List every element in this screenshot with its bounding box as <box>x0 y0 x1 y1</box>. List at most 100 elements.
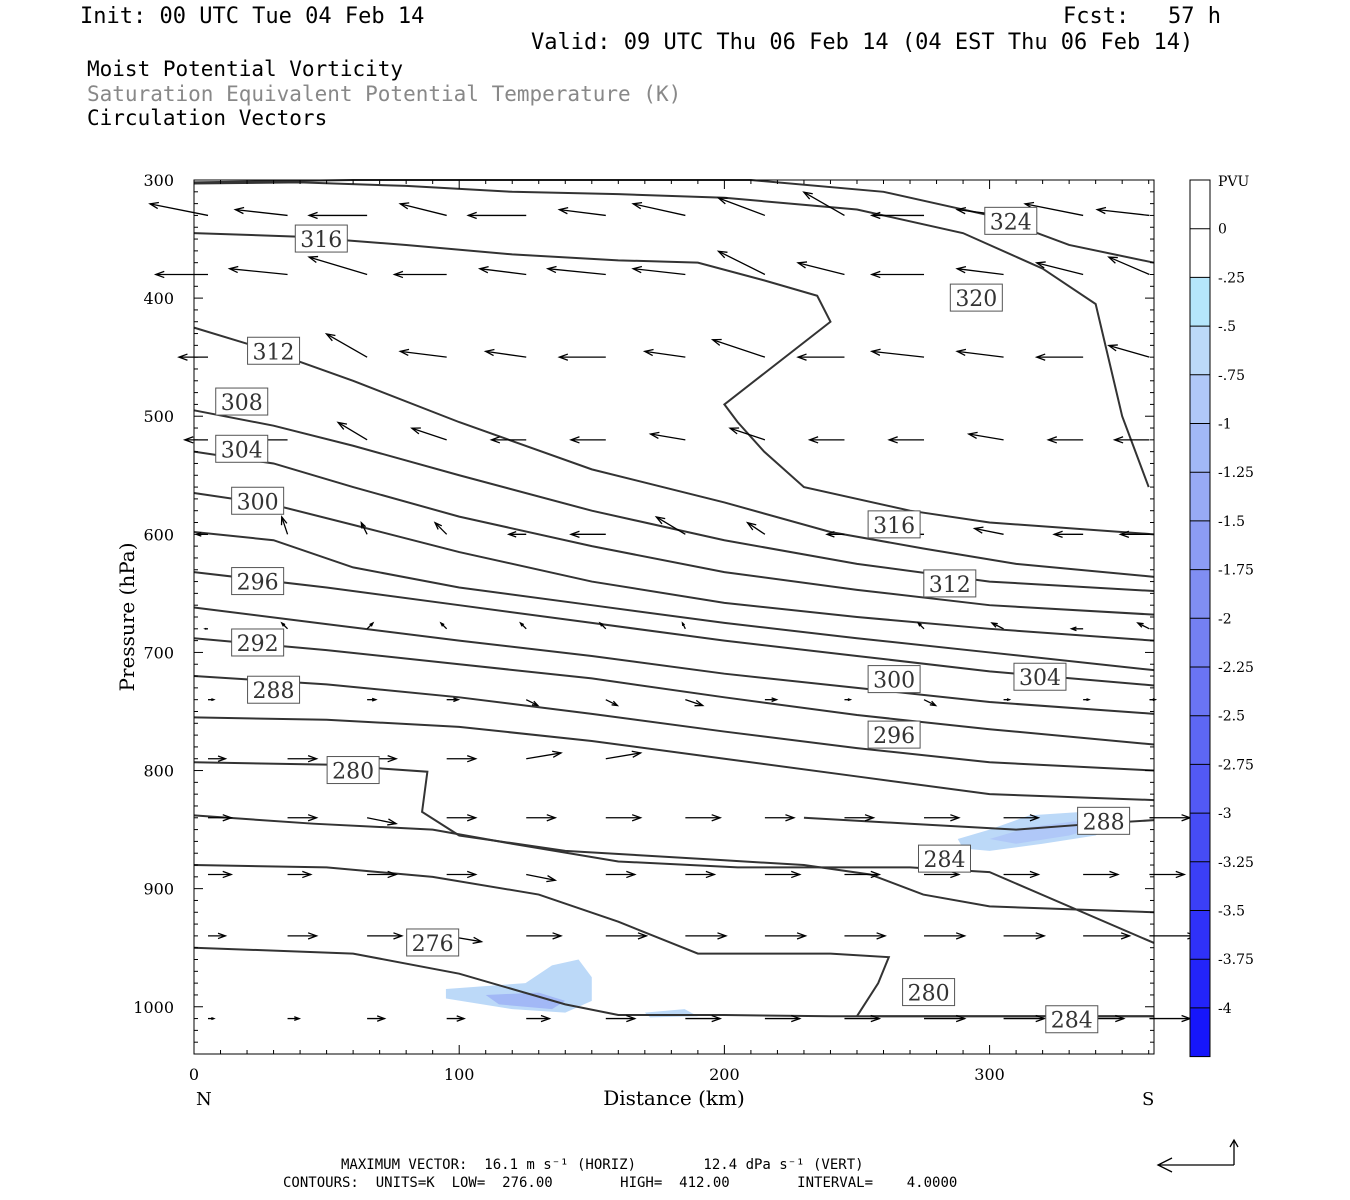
vector-arrowhead <box>466 870 478 879</box>
contour-label-box <box>1077 806 1131 835</box>
vector-arrowhead <box>705 870 717 879</box>
vector-arrowhead <box>716 250 728 259</box>
contour-label-box <box>326 756 380 785</box>
contour-info: CONTOURS: UNITS=K LOW= 276.00 HIGH= 412.… <box>283 1175 958 1191</box>
field-title-vectors: Circulation Vectors <box>87 106 328 130</box>
theta-contour-316 <box>193 491 1155 642</box>
circulation-vector <box>400 203 447 217</box>
contour-label-box <box>247 675 301 704</box>
circulation-vector <box>1137 622 1150 630</box>
vector-arrowhead <box>466 814 478 822</box>
vector-arrowhead <box>869 348 881 356</box>
circulation-vector <box>957 350 1004 358</box>
contour-label-box <box>949 283 1003 312</box>
colorbar-label: -3 <box>1218 806 1232 822</box>
vector-arrowhead <box>569 436 580 444</box>
contour-label: 312 <box>253 340 295 365</box>
vector-arrowhead <box>557 206 569 215</box>
vector-arrowhead <box>955 932 967 940</box>
circulation-vector <box>235 208 288 217</box>
vector-arrowhead <box>294 1016 302 1021</box>
contour-label: 308 <box>221 391 263 416</box>
colorbar-label: -.5 <box>1218 319 1236 335</box>
vector-arrowhead <box>307 932 319 940</box>
vector-arrowhead <box>546 875 558 883</box>
vector-arrowhead <box>233 206 245 215</box>
vector-arrowhead <box>217 932 228 940</box>
circulation-vector <box>485 350 527 358</box>
contour-label: 316 <box>873 514 915 539</box>
vector-arrowhead <box>376 1015 387 1022</box>
circulation-vector <box>644 350 686 358</box>
vector-arrowhead <box>631 265 643 274</box>
vector-arrowhead <box>785 814 796 822</box>
vector-arrowhead <box>307 255 319 263</box>
pv-shading-layer <box>445 811 1123 1018</box>
vector-arrowhead <box>648 431 660 440</box>
colorbar-swatch <box>1190 1007 1210 1057</box>
contour-label: 316 <box>300 228 342 253</box>
vector-arrowhead <box>950 814 961 822</box>
contour-label: 296 <box>237 571 279 596</box>
theta-contour-292 <box>193 716 1155 802</box>
colorbar-swatch <box>1190 667 1210 716</box>
vector-arrowhead <box>1107 344 1118 352</box>
vector-arrowhead <box>466 755 478 763</box>
circulation-vector <box>1036 262 1084 276</box>
axes-layer: 300 400 500 600 700 800 900 1000 0 100 200 300 <box>133 171 1154 1084</box>
contour-label-box <box>1013 662 1067 691</box>
contour-label-layer: 324 316 320 312 308 304 300 316 296 312 292 304 300 2… <box>215 206 1131 1034</box>
contour-label-box <box>247 336 301 365</box>
vector-arrowhead <box>569 530 580 539</box>
circulation-vector <box>411 427 447 441</box>
vector-arrowhead <box>203 627 207 630</box>
vector-arrowhead <box>324 333 336 342</box>
vector-arrowhead <box>887 436 898 444</box>
circulation-vector <box>1108 344 1150 358</box>
init-time: Init: 00 UTC Tue 04 Feb 14 <box>80 4 425 29</box>
vector-arrowhead <box>711 1014 723 1023</box>
contour-label-box <box>917 844 971 873</box>
vector-arrowhead <box>637 932 649 940</box>
contour-label-box <box>231 628 285 657</box>
vector-arrowhead <box>307 755 319 763</box>
circulation-vector <box>605 699 618 707</box>
vector-arrowhead <box>477 266 489 274</box>
circulation-vector <box>360 522 368 535</box>
vector-arrowhead <box>182 436 194 444</box>
colorbar-swatch <box>1190 569 1210 619</box>
circulation-vector <box>1097 208 1150 217</box>
circulation-vector <box>547 268 606 276</box>
vector-arrowhead <box>955 348 967 357</box>
circulation-vector <box>718 250 766 276</box>
contour-label: 300 <box>237 490 279 515</box>
vector-arrowhead <box>531 700 540 707</box>
vector-arrowhead <box>631 814 643 822</box>
vector-arrowhead <box>681 621 686 626</box>
colorbar-swatch <box>1190 423 1210 473</box>
vector-arrowhead <box>1035 1014 1047 1023</box>
vector-arrowhead <box>626 870 637 879</box>
vector-arrowhead <box>557 353 569 361</box>
circulation-vector <box>326 333 368 358</box>
colorbar-label: -2.25 <box>1218 660 1254 676</box>
colorbar-swatch <box>1190 180 1210 229</box>
circulation-vector <box>434 522 448 535</box>
vector-arrowhead <box>148 201 159 210</box>
vector-arrowhead <box>222 870 234 879</box>
y-tick-label: 300 <box>143 171 174 190</box>
vector-arrowhead <box>456 1015 466 1022</box>
contour-label-box <box>984 206 1038 235</box>
vector-arrowhead <box>1109 870 1120 879</box>
colorbar-swatch <box>1190 472 1210 521</box>
vector-arrowhead <box>1034 261 1046 269</box>
theta-contour-328 <box>193 326 1155 578</box>
vector-arrowhead <box>728 427 740 435</box>
reference-vector-icon <box>1156 1138 1239 1173</box>
circulation-vector <box>605 752 641 760</box>
vector-arrowhead <box>955 206 967 215</box>
vector-arrowhead <box>869 270 881 279</box>
forecast-label: Fcst: <box>1063 4 1130 29</box>
colorbar-label: -.25 <box>1218 270 1245 286</box>
vector-arrowhead <box>796 353 807 361</box>
